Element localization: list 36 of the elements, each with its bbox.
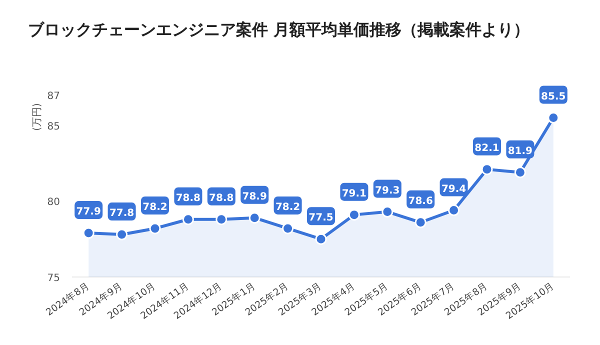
data-label: 78.2 [142,202,168,213]
data-label: 78.8 [176,192,201,204]
data-label: 78.2 [275,202,300,213]
point [348,209,360,221]
point [182,214,194,226]
data-label: 78.6 [408,196,433,207]
point [548,112,560,124]
data-label: 79.1 [342,188,367,200]
data-label: 81.9 [508,146,533,157]
data-label: 78.8 [209,192,234,204]
point [315,233,327,245]
point [116,228,128,240]
chart-title: ブロックチェーンエンジニア案件 月額平均単価推移（掲載案件より） [28,19,531,41]
point [448,204,460,216]
point [248,212,260,224]
point [414,216,426,228]
data-label: 79.4 [441,184,466,195]
data-label: 82.1 [474,142,500,154]
data-label: 79.3 [375,185,400,196]
point [514,166,526,178]
y-tick-label: 85 [47,121,60,132]
point [382,206,394,218]
point [82,227,94,239]
point [481,164,493,176]
y-tick-label: 80 [47,197,60,208]
point [149,222,161,234]
point [282,222,294,234]
data-label: 78.9 [242,191,267,202]
data-label: 77.5 [308,212,334,224]
data-label: 77.9 [76,206,101,218]
y-tick-label: 87 [47,91,60,102]
data-label: 77.8 [109,208,134,220]
data-label: 85.5 [541,91,566,102]
y-tick-label: 75 [47,273,60,284]
y-axis-title: (万円) [32,103,43,131]
point [216,214,228,226]
